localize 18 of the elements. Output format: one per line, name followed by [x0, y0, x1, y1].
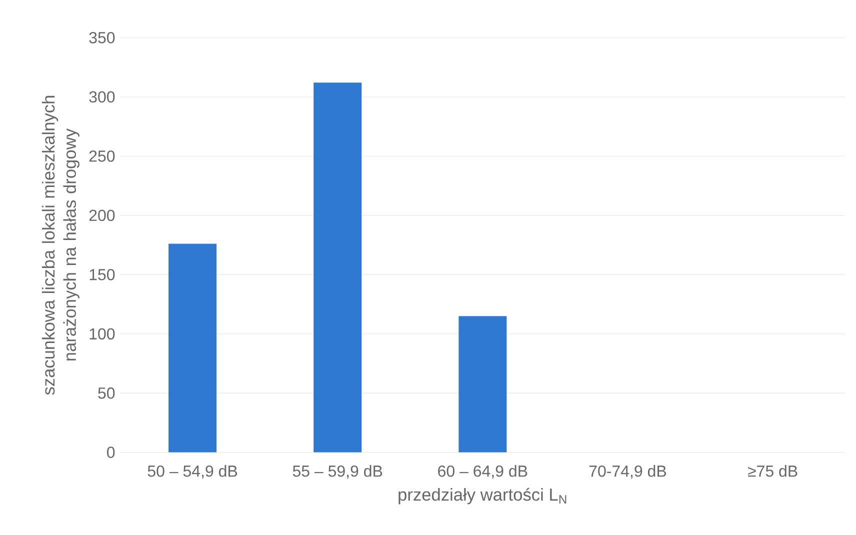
bar	[168, 244, 217, 452]
y-tick-label: 200	[89, 210, 115, 222]
x-tick-label: 70-74,9 dB	[589, 465, 666, 479]
x-tick-label: 50 – 54,9 dB	[148, 465, 238, 479]
y-tick-label: 100	[90, 328, 115, 340]
y-tick-label: 0	[107, 446, 115, 458]
y-tick-label: 150	[90, 268, 115, 280]
y-tick-label: 300	[89, 91, 115, 103]
x-tick-label: 55 – 59,9 dB	[292, 465, 382, 479]
x-tick-label: ≥75 dB	[748, 465, 798, 477]
bar	[458, 316, 507, 452]
y-axis-title: szacunkowa liczba lokali mieszkalnych narażonych na hałas drogowy	[42, 96, 80, 395]
x-axis-title: przedziały wartości L$_{N}$	[398, 488, 566, 504]
bar	[314, 82, 362, 452]
x-tick-label: 60 – 64,9 dB	[438, 465, 528, 479]
y-tick-label: 50	[98, 387, 115, 399]
y-tick-label: 350	[89, 32, 115, 44]
y-tick-label: 250	[89, 150, 115, 162]
